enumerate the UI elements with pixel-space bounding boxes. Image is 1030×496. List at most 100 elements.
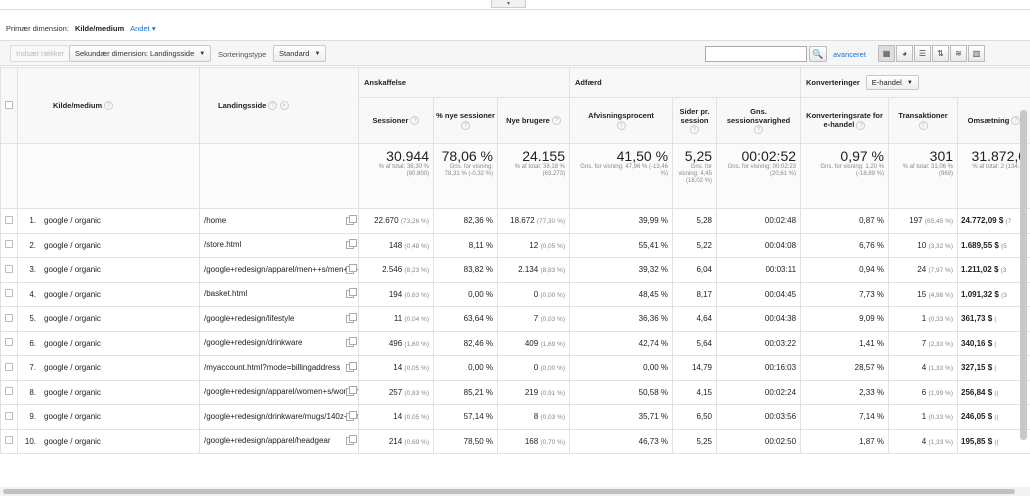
column-header-duration[interactable]: Gns. sessionsvarighed? [716, 97, 802, 144]
conversion-type-select[interactable]: E-handel ▼ [865, 75, 919, 90]
term-cloud-icon[interactable]: ≋ [950, 45, 967, 62]
landing-link[interactable]: /google+redesign/drinkware [204, 338, 303, 348]
pivot-view-icon[interactable]: ▥ [968, 45, 985, 62]
source-cell: 9. google / organic [17, 404, 200, 430]
open-link-icon[interactable] [346, 263, 357, 274]
transactions-cell: 1 (0,33 %) [888, 404, 959, 430]
horizontal-scrollbar[interactable] [0, 487, 1030, 496]
open-link-icon[interactable] [346, 288, 357, 299]
source-link[interactable]: google / organic [44, 436, 101, 446]
table-view-icon[interactable]: ▦ [878, 45, 895, 62]
source-link[interactable]: google / organic [44, 387, 101, 397]
column-header-sessions[interactable]: Sessioner ? [358, 97, 434, 144]
row-index: 4. [29, 289, 36, 299]
source-link[interactable]: google / organic [44, 216, 101, 226]
comparison-view-icon[interactable]: ⇅ [932, 45, 949, 62]
source-link[interactable]: google / organic [44, 240, 101, 250]
search-button[interactable]: 🔍 [809, 46, 827, 62]
open-link-icon[interactable] [346, 386, 357, 397]
secondary-dimension-select[interactable]: Sekundær dimension: Landingsside ▼ [69, 45, 212, 62]
duration-cell: 00:02:48 [716, 208, 802, 234]
total-bounce: 41,50 % Gns. for visning: 47,96 % (-13,46… [569, 143, 674, 209]
remove-dimension-icon[interactable]: × [279, 101, 289, 111]
landing-link[interactable]: /google+redesign/apparel/men++s/men++s+t… [204, 264, 358, 274]
chevron-down-icon: ▾ [151, 23, 156, 33]
column-header-revenue[interactable]: Omsætning ? [957, 97, 1030, 144]
row-checkbox[interactable] [5, 313, 13, 322]
scrollbar-thumb[interactable] [3, 489, 1015, 494]
source-link[interactable]: google / organic [44, 363, 101, 373]
collapse-chart-button[interactable]: ▾ [491, 0, 526, 8]
help-icon[interactable]: ? [551, 116, 561, 126]
help-icon[interactable]: ? [856, 120, 866, 130]
help-icon[interactable]: ? [918, 120, 928, 130]
row-checkbox[interactable] [5, 436, 13, 445]
column-header-landing[interactable]: Landingsside ? × [199, 67, 359, 144]
sessions-cell: 214 (0,69 %) [358, 428, 434, 454]
help-icon[interactable]: ? [104, 101, 114, 111]
source-link[interactable]: google / organic [44, 265, 101, 275]
row-index: 6. [29, 338, 36, 348]
performance-view-icon[interactable]: ☰ [914, 45, 931, 62]
column-header-new-users[interactable]: Nye brugere ? [496, 97, 571, 144]
help-icon[interactable]: ? [754, 125, 764, 135]
help-icon[interactable]: ? [461, 120, 470, 130]
total-duration: 00:02:52 Gns. for visning: 00:02:23 (20,6… [716, 143, 802, 209]
advanced-filter-link[interactable]: avanceret [833, 50, 866, 59]
table-search-input[interactable] [705, 46, 807, 62]
sort-type-select[interactable]: Standard ▼ [273, 45, 327, 62]
help-icon[interactable]: ? [616, 120, 626, 130]
open-link-icon[interactable] [346, 239, 357, 250]
column-header-source[interactable]: Kilde/medium ? [17, 67, 200, 144]
open-link-icon[interactable] [346, 312, 357, 323]
open-link-icon[interactable] [346, 361, 357, 372]
row-checkbox[interactable] [5, 264, 13, 273]
open-link-icon[interactable] [346, 214, 357, 225]
column-header-conv-rate[interactable]: Konverteringsrate for e-handel ? [800, 97, 890, 144]
landing-link[interactable]: /google+redesign/lifestyle [204, 313, 295, 323]
landing-link[interactable]: /store.html [204, 240, 242, 250]
landing-link[interactable]: /basket.html [204, 289, 248, 299]
row-checkbox[interactable] [5, 362, 13, 371]
open-link-icon[interactable] [346, 410, 357, 421]
primary-dimension-label: Primær dimension: [6, 23, 69, 33]
column-header-new-sessions[interactable]: % nye sessioner? [433, 97, 498, 144]
open-link-icon[interactable] [346, 435, 357, 446]
landing-link[interactable]: /home [204, 215, 227, 225]
source-link[interactable]: google / organic [44, 314, 101, 324]
column-header-pages[interactable]: Sider pr. session? [672, 97, 718, 144]
landing-link[interactable]: /myaccount.html?mode=billingaddress [204, 362, 341, 372]
landing-link[interactable]: /google+redesign/apparel/women+s/women+s… [204, 387, 358, 397]
vertical-scrollbar[interactable] [1020, 110, 1027, 440]
revenue-cell: 195,85 $ (( [957, 428, 1030, 454]
select-all-checkbox[interactable] [5, 100, 13, 109]
source-link[interactable]: google / organic [44, 289, 101, 299]
search-icon: 🔍 [812, 48, 824, 59]
help-icon[interactable]: ? [690, 125, 700, 135]
help-icon[interactable]: ? [1011, 116, 1021, 126]
open-link-icon[interactable] [346, 337, 357, 348]
source-link[interactable]: google / organic [44, 412, 101, 422]
row-checkbox[interactable] [5, 289, 13, 298]
row-checkbox[interactable] [5, 338, 13, 347]
source-link[interactable]: google / organic [44, 338, 101, 348]
row-checkbox-cell [0, 232, 18, 258]
landing-link[interactable]: /google+redesign/drinkware/mugs/140z+jum… [204, 411, 358, 421]
row-checkbox[interactable] [5, 387, 13, 396]
duration-cell: 00:04:38 [716, 306, 802, 332]
row-checkbox[interactable] [5, 215, 13, 224]
new-sessions-cell: 85,21 % [433, 379, 498, 405]
help-icon[interactable]: ? [268, 101, 278, 111]
primary-dimension-other-link[interactable]: Andet ▾ [130, 23, 156, 33]
landing-link[interactable]: /google+redesign/apparel/headgear [204, 436, 331, 446]
transactions-cell: 4 (1,33 %) [888, 428, 959, 454]
row-checkbox[interactable] [5, 240, 13, 249]
row-checkbox[interactable] [5, 411, 13, 420]
data-table: Kilde/medium ? Landingsside ? × Anskaffe… [0, 67, 1030, 454]
plot-rows-button[interactable]: Indsæt rækker [10, 45, 71, 62]
column-header-transactions[interactable]: Transaktioner? [888, 97, 959, 144]
help-icon[interactable]: ? [410, 116, 420, 126]
pie-view-icon[interactable]: ◕ [896, 45, 913, 62]
column-header-bounce[interactable]: Afvisningsprocent? [569, 97, 674, 144]
top-divider: ▾ [0, 0, 1030, 10]
